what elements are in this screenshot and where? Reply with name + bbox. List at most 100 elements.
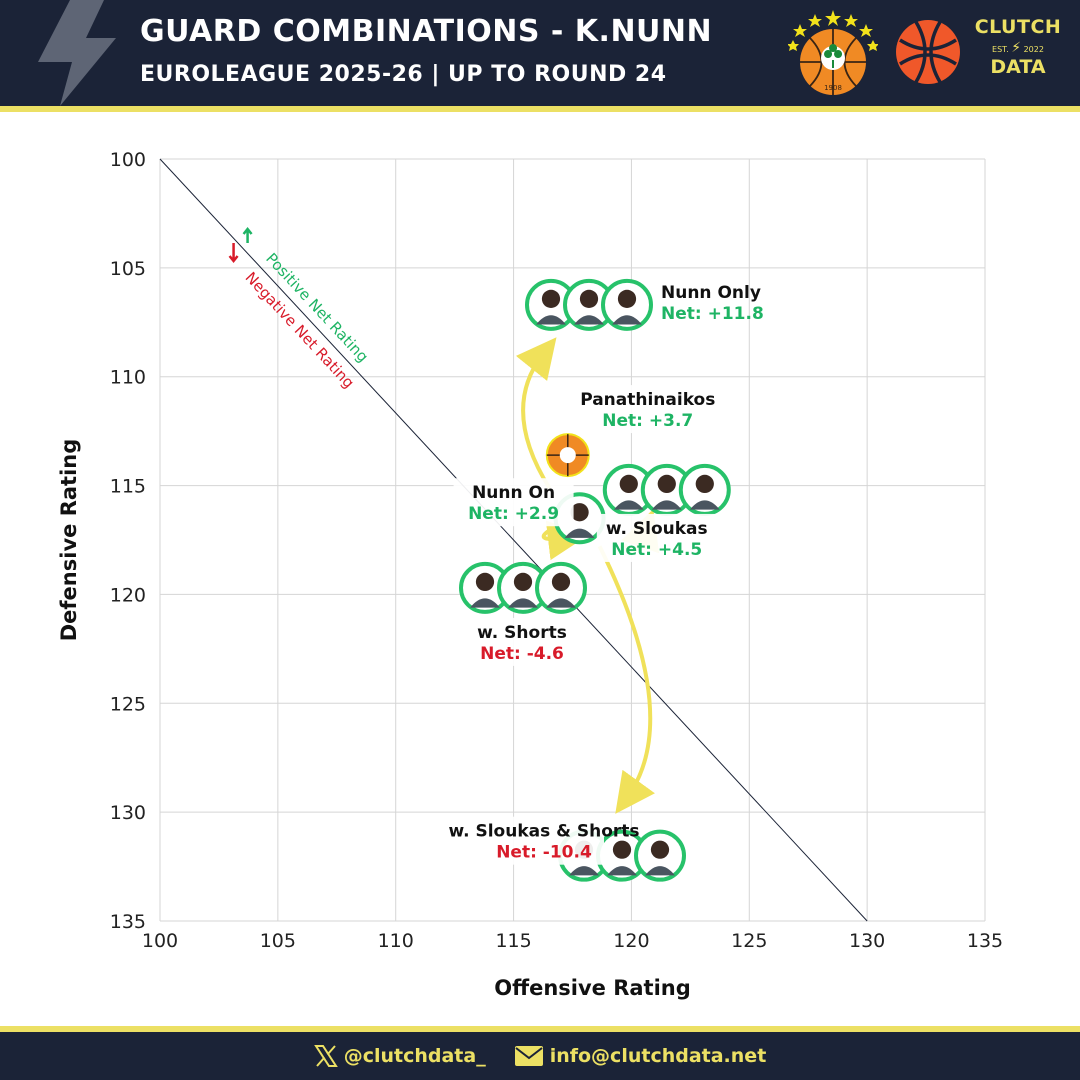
email-icon — [514, 1046, 543, 1066]
point-label-nunn-only: Nunn Only — [661, 283, 761, 303]
player-avatar — [678, 463, 731, 516]
x-tick-label: 115 — [495, 930, 531, 952]
footer-bar: @clutchdata_ info@clutchdata.net — [0, 1032, 1080, 1080]
avatar-shoulders — [564, 528, 595, 538]
twitter-handle-link[interactable]: @clutchdata_ — [313, 1045, 486, 1067]
y-tick-label: 110 — [110, 367, 146, 389]
brand-bottom-text: DATA — [990, 56, 1046, 78]
avatar-shoulders — [607, 866, 637, 876]
label-background — [462, 617, 582, 666]
x-tick-label: 100 — [142, 930, 178, 952]
scatter-chart: 100 105 110 115 120 125 130 1351001051101151201… — [57, 149, 1003, 1000]
player-avatar — [634, 829, 686, 882]
point-label-panathinaikos: Panathinaikos — [580, 390, 715, 410]
brand-est-text: EST. — [992, 45, 1009, 54]
y-tick-label: 130 — [110, 802, 146, 824]
avatar-head — [579, 289, 599, 308]
break-even-line — [159, 158, 868, 922]
team-ball-center — [559, 447, 576, 464]
point-label-w-sloukas-shorts: w. Sloukas & Shorts — [448, 822, 639, 842]
avatar-shoulders — [536, 315, 566, 325]
up-arrow-icon — [242, 226, 253, 243]
avatar-shoulders — [689, 500, 720, 510]
point-net-w-shorts: Net: -4.6 — [480, 644, 564, 664]
down-arrow-shape — [228, 242, 239, 263]
x-axis-title: Offensive Rating — [494, 976, 691, 1000]
y-tick-label: 115 — [110, 476, 146, 498]
avatar-head — [570, 503, 589, 522]
euroleague-logo-icon — [896, 20, 960, 84]
y-tick-label: 125 — [110, 693, 146, 715]
page-subtitle: Euroleague 2025-26 | Up to Round 24 — [140, 62, 667, 87]
y-tick-label: 100 — [110, 149, 146, 171]
label-background — [587, 385, 708, 434]
arrow-to-w-shorts — [541, 520, 588, 561]
x-tick-label: 120 — [613, 930, 649, 952]
email-text: info@clutchdata.net — [549, 1045, 767, 1067]
up-arrow-shape — [242, 226, 253, 243]
y-axis-title: Defensive Rating — [57, 439, 81, 642]
header-bar: Guard Combinations - K.Nunn Euroleague 2… — [0, 0, 1080, 106]
avatar-shoulders — [651, 500, 682, 510]
arrow-to-w-sloukas-shorts — [597, 545, 655, 814]
avatar-head — [695, 474, 714, 494]
page-title: Guard Combinations - K.Nunn — [140, 14, 713, 49]
x-tick-label: 105 — [260, 930, 296, 952]
bolt-logo-icon — [38, 0, 116, 106]
x-tick-label: 125 — [731, 930, 767, 952]
label-background — [484, 816, 604, 865]
brand-top-text: CLUTCH — [974, 16, 1062, 38]
svg-text:1908: 1908 — [824, 84, 842, 92]
avatar-shoulders — [612, 315, 642, 325]
avatar-head — [475, 572, 495, 592]
email-link[interactable]: info@clutchdata.net — [514, 1045, 767, 1067]
brand-est-row: EST. ⚡ 2022 — [972, 40, 1064, 56]
point-label-w-sloukas: w. Sloukas — [606, 519, 708, 539]
point-net-nunn-only: Net: +11.8 — [661, 304, 764, 324]
avatar-shoulders — [574, 315, 604, 325]
x-tick-label: 130 — [849, 930, 885, 952]
player-avatar — [525, 278, 577, 331]
brand-year-text: 2022 — [1023, 45, 1044, 54]
avatar-shoulders — [645, 866, 675, 876]
label-background — [596, 513, 717, 562]
avatar-head — [541, 289, 561, 308]
point-net-w-sloukas-shorts: Net: -10.4 — [496, 843, 592, 863]
y-tick-label: 120 — [110, 584, 146, 606]
down-arrow-icon — [228, 242, 239, 263]
avatar-head — [612, 840, 632, 859]
panathinaikos-point-icon — [545, 433, 590, 478]
brand-bolt-icon: ⚡ — [1011, 40, 1022, 56]
avatar-shoulders — [470, 598, 500, 608]
x-tick-label: 135 — [967, 930, 1003, 952]
y-tick-label: 135 — [110, 911, 146, 933]
footer-stripe — [0, 1026, 1080, 1032]
point-net-panathinaikos: Net: +3.7 — [602, 411, 693, 431]
avatar-shoulders — [569, 866, 599, 876]
label-background — [453, 478, 574, 527]
avatar-shoulders — [546, 598, 576, 608]
twitter-handle-text: @clutchdata_ — [343, 1045, 486, 1067]
avatar-head — [513, 572, 533, 592]
y-tick-label: 105 — [110, 258, 146, 280]
player-avatar — [601, 278, 653, 331]
player-avatar — [535, 561, 587, 614]
avatar-head — [617, 289, 637, 308]
x-twitter-icon — [313, 1045, 338, 1067]
avatar-head — [551, 572, 571, 592]
avatar-shoulders — [613, 500, 644, 510]
point-label-w-shorts: w. Shorts — [477, 623, 567, 643]
arrow-to-nunn-only — [515, 337, 557, 490]
x-tick-label: 110 — [378, 930, 414, 952]
panathinaikos-logo-icon: 1908 — [788, 10, 878, 95]
point-label-nunn-on: Nunn On — [472, 483, 555, 503]
clutch-data-logo: CLUTCH EST. ⚡ 2022 DATA — [972, 16, 1064, 90]
point-net-w-sloukas: Net: +4.5 — [611, 540, 702, 560]
avatar-head — [619, 474, 638, 494]
avatar-shoulders — [508, 598, 538, 608]
point-net-nunn-on: Net: +2.9 — [468, 504, 559, 524]
player-avatar — [563, 278, 615, 331]
avatar-head — [650, 840, 670, 859]
header-stripe — [0, 106, 1080, 112]
avatar-head — [657, 474, 676, 494]
